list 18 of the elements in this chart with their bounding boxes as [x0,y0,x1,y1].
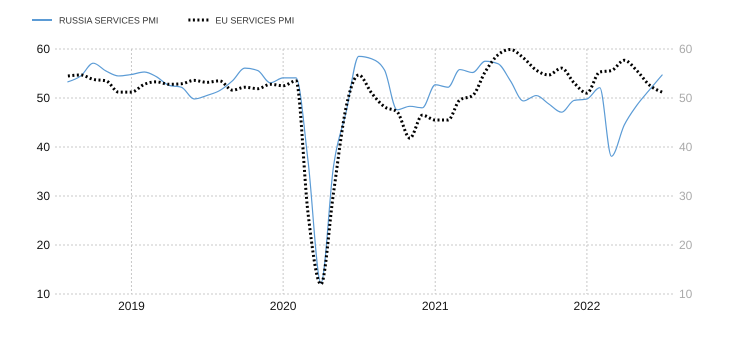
y2-tick-label: 10 [679,287,693,302]
y2-tick-label: 60 [679,42,693,56]
y-tick-label: 20 [36,238,50,252]
legend-label: RUSSIA SERVICES PMI [59,16,158,26]
y2-tick-label: 40 [679,140,693,154]
x-tick-label: 2021 [422,299,449,313]
y-tick-label: 30 [36,189,50,204]
y2-tick-label: 20 [679,238,693,252]
y-tick-label: 40 [36,140,50,154]
x-tick-label: 2022 [574,299,601,313]
x-tick-label: 2019 [118,299,146,313]
y-tick-label: 50 [36,91,50,106]
y2-tick-label: 50 [679,91,693,106]
y2-tick-label: 30 [679,189,693,204]
legend-label: EU SERVICES PMI [215,16,294,26]
y-tick-label: 10 [36,287,50,302]
y-tick-label: 60 [36,42,50,56]
x-tick-label: 2020 [270,299,297,313]
